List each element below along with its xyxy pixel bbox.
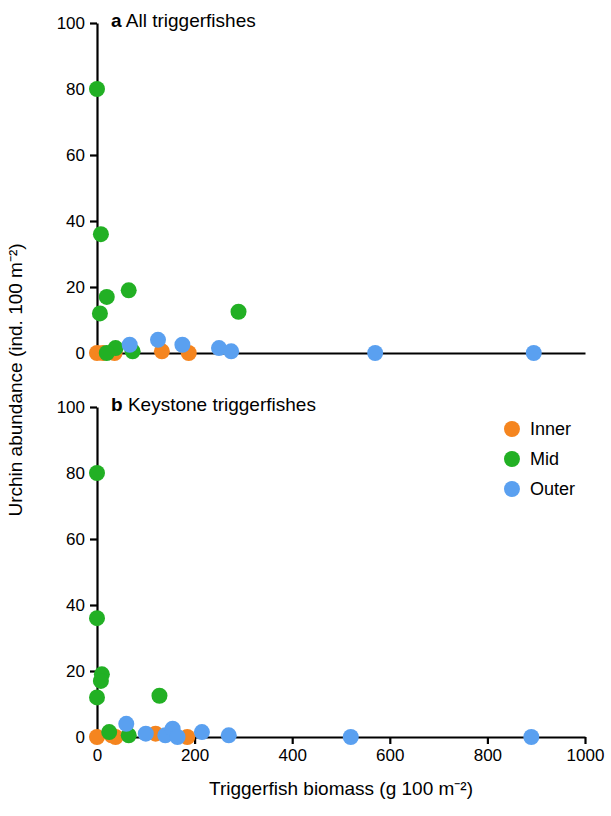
y-tick-label: 40	[66, 596, 85, 615]
chart: 0 20 40 60 80 100 a All triggerfishes 0 20 40 60 80…	[0, 0, 611, 816]
point	[122, 337, 138, 353]
y-tick-mark	[90, 22, 97, 24]
y-tick: 100	[57, 14, 97, 33]
point	[89, 465, 105, 481]
y-tick-label: 80	[66, 464, 85, 483]
y-tick: 60	[66, 530, 97, 549]
x-tick: 800	[474, 737, 502, 765]
legend: Inner Mid Outer	[504, 419, 575, 499]
point	[121, 282, 137, 298]
title-text: All triggerfishes	[126, 10, 256, 31]
point	[89, 610, 105, 626]
y-tick-mark	[90, 604, 97, 606]
y-tick-label: 0	[76, 728, 85, 747]
point	[223, 343, 239, 359]
y-axis-line	[96, 24, 98, 354]
x-tick-label: 400	[279, 746, 307, 765]
points	[89, 465, 539, 745]
point	[523, 729, 539, 745]
y-tick-mark	[90, 220, 97, 222]
x-tick-mark	[292, 737, 294, 744]
point	[151, 688, 167, 704]
x-tick-mark	[389, 737, 391, 744]
y-tick-label: 20	[66, 278, 85, 297]
y-tick-label: 40	[66, 212, 85, 231]
x-tick-label: 800	[474, 746, 502, 765]
x-axis	[98, 353, 586, 354]
point	[118, 716, 134, 732]
point	[367, 345, 383, 361]
x-tick: 600	[376, 737, 404, 765]
point	[150, 332, 166, 348]
point	[231, 304, 247, 320]
legend-item: Outer	[504, 479, 575, 499]
point	[174, 337, 190, 353]
point	[92, 305, 108, 321]
legend-item: Inner	[504, 419, 571, 439]
y-tick-mark	[90, 154, 97, 156]
y-tick-mark	[90, 538, 97, 540]
series	[89, 81, 247, 361]
point	[343, 729, 359, 745]
y-tick-label: 0	[76, 344, 85, 363]
y-tick-label: 100	[57, 14, 85, 33]
y-tick: 40	[66, 212, 97, 231]
series	[118, 716, 539, 745]
point	[194, 724, 210, 740]
y-tick-mark	[90, 406, 97, 408]
panel-title: a All triggerfishes	[111, 10, 256, 31]
y-tick-label: 60	[66, 530, 85, 549]
y-tick-mark	[90, 286, 97, 288]
y-axis: 0 20 40 60 80 100	[57, 14, 98, 363]
y-tick-label: 20	[66, 662, 85, 681]
panel-title: b Keystone triggerfishes	[111, 394, 316, 415]
y-tick: 20	[66, 278, 97, 297]
point	[93, 673, 109, 689]
point	[99, 345, 115, 361]
legend-label: Mid	[530, 449, 559, 469]
y-axis-title: Urchin abundance (ind. 100 m⁻²)	[5, 243, 26, 516]
x-tick: 400	[279, 737, 307, 765]
point	[170, 729, 186, 745]
x-tick: 1000	[567, 737, 605, 765]
x-axis-line	[98, 352, 586, 354]
point	[99, 289, 115, 305]
legend-marker	[504, 421, 520, 437]
y-tick: 20	[66, 662, 97, 681]
panel: 0 20 40 60 80 100 a All triggerfishes	[57, 10, 586, 363]
x-tick-mark	[584, 737, 586, 744]
series	[89, 465, 167, 743]
x-tick-label: 1000	[567, 746, 605, 765]
legend-marker	[504, 481, 520, 497]
point	[93, 226, 109, 242]
x-axis-title: Triggerfish biomass (g 100 m⁻²)	[209, 778, 473, 799]
point	[101, 724, 117, 740]
legend-label: Inner	[530, 419, 571, 439]
x-tick-label: 600	[376, 746, 404, 765]
point	[89, 689, 105, 705]
point	[221, 727, 237, 743]
legend-item: Mid	[504, 449, 559, 469]
y-tick-label: 100	[57, 398, 85, 417]
x-tick-label: 200	[181, 746, 209, 765]
y-tick-label: 60	[66, 146, 85, 165]
series	[122, 332, 542, 361]
legend-marker	[504, 451, 520, 467]
y-tick: 60	[66, 146, 97, 165]
legend-label: Outer	[530, 479, 575, 499]
panel-letter: a	[111, 10, 122, 31]
x-tick-mark	[487, 737, 489, 744]
panel: 02040608010002004006008001000b Keystone …	[57, 394, 605, 765]
point	[138, 726, 154, 742]
points	[89, 81, 542, 361]
panel-letter: b	[111, 394, 123, 415]
title-text: Keystone triggerfishes	[128, 394, 316, 415]
y-tick-label: 80	[66, 80, 85, 99]
point	[526, 345, 542, 361]
x-tick-label: 0	[93, 746, 102, 765]
y-tick: 100	[57, 398, 97, 417]
point	[89, 81, 105, 97]
